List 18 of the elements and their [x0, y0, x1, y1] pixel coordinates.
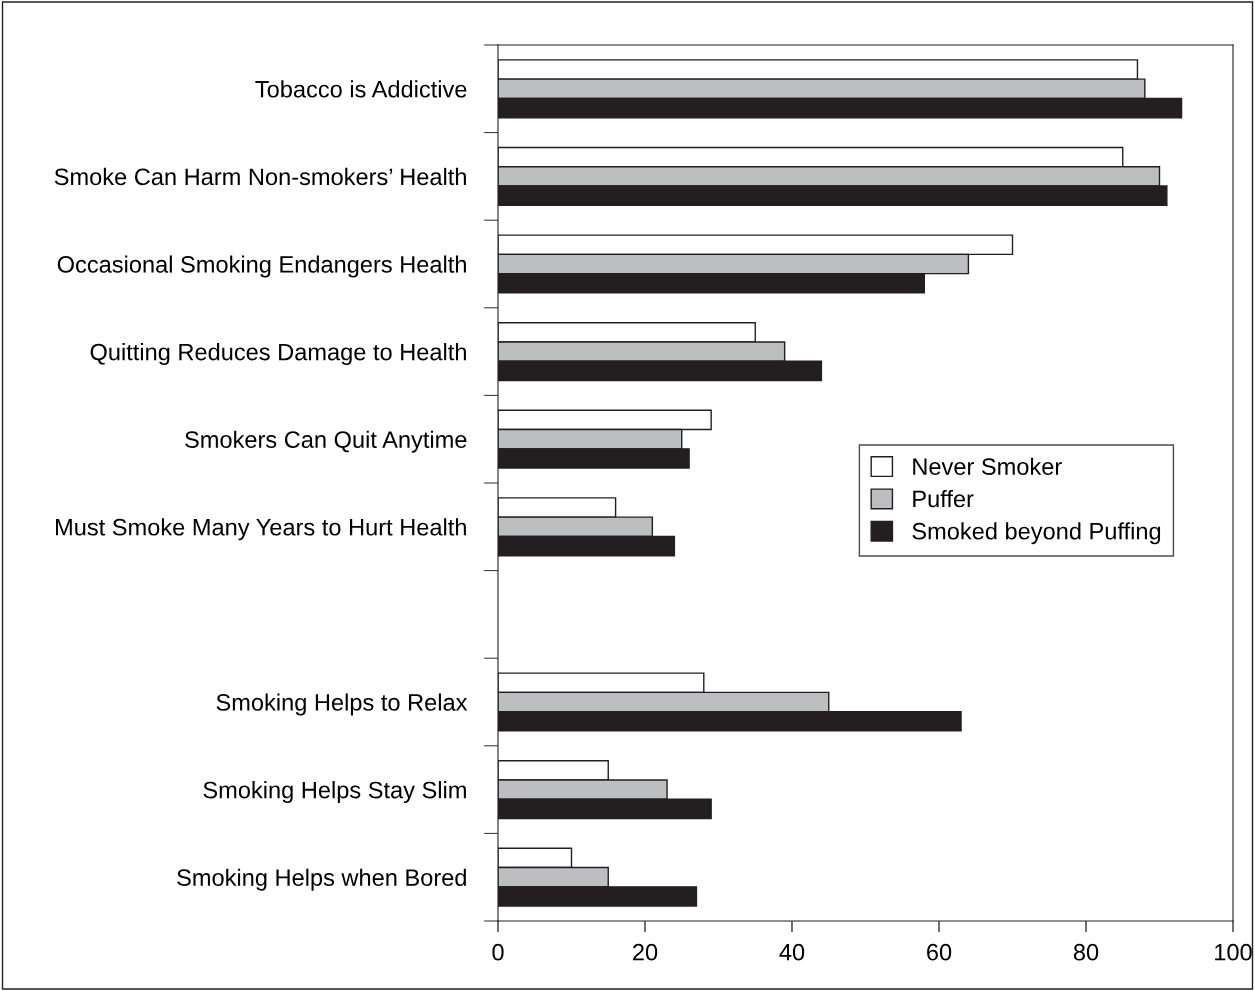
x-tick-label: 80: [1073, 943, 1099, 961]
y-tick-label: Quitting Reduces Damage to Health: [90, 343, 466, 366]
y-tick-label: Tobacco is Addictive: [255, 80, 467, 98]
x-tick-label: 100: [1215, 943, 1252, 961]
legend-label: Never Smoker: [913, 457, 1062, 475]
y-tick-label: Smoking Helps Stay Slim: [203, 781, 466, 804]
y-tick-label: Smoke Can Harm Non-smokers’ Health: [54, 167, 466, 186]
legend-label: Puffer: [913, 489, 974, 508]
y-tick-label: Smoking Helps when Bored: [177, 868, 466, 891]
x-tick-label: 40: [779, 943, 805, 961]
x-tick-label: 20: [633, 943, 658, 961]
legend-label: Smoked beyond Puffing: [912, 522, 1161, 545]
y-tick-label: Occasional Smoking Endangers Health: [57, 255, 466, 278]
y-tick-label: Smoking Helps to Relax: [216, 693, 468, 716]
x-tick-label: 0: [492, 943, 504, 961]
x-tick-label: 60: [927, 943, 952, 961]
y-tick-label: Smokers Can Quit Anytime: [185, 430, 467, 453]
y-tick-label: Must Smoke Many Years to Hurt Health: [56, 518, 466, 541]
